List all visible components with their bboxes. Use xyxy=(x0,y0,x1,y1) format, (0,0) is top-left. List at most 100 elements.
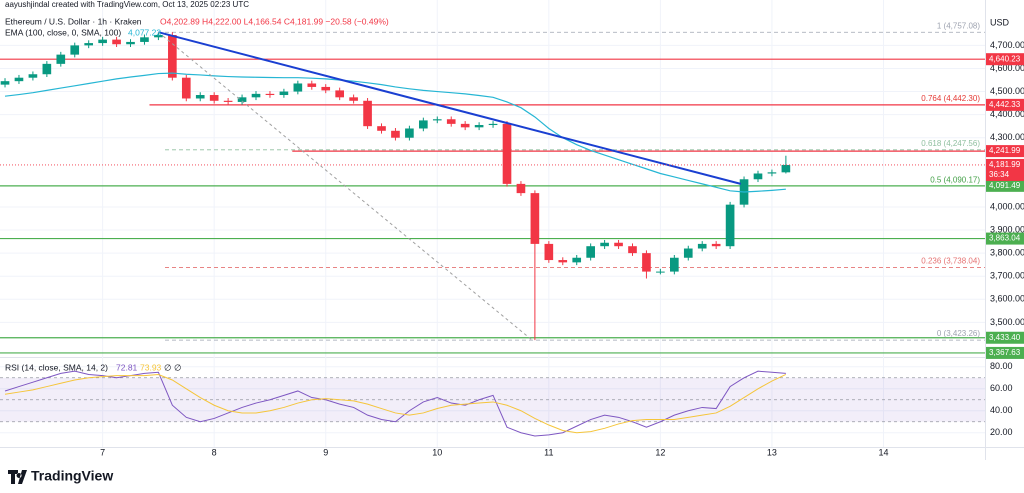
labels: aayushjindal created with TradingView.co… xyxy=(5,0,1024,484)
x-tick-label: 7 xyxy=(100,447,105,457)
candle-body xyxy=(98,39,107,44)
price-tag-label: 4,241.99 xyxy=(989,146,1021,155)
fib-label: 0.618 (4,247.56) xyxy=(921,139,980,148)
candle-body xyxy=(181,77,191,99)
candle-body xyxy=(42,63,52,75)
ema-legend: EMA (100, close, 0, SMA, 100) xyxy=(5,27,121,37)
candle-body xyxy=(168,35,177,78)
candle-body xyxy=(474,125,484,128)
rsi-ma-value: 73.93 xyxy=(140,362,162,372)
rsi-empty: ∅ xyxy=(174,362,182,372)
x-tick-label: 13 xyxy=(767,447,777,457)
candle-body xyxy=(391,130,400,138)
x-tick-label: 11 xyxy=(544,447,553,457)
y-tick-label: 60.00 xyxy=(990,383,1013,393)
y-tick-label: 40.00 xyxy=(990,405,1013,415)
x-tick-label: 12 xyxy=(655,447,665,457)
candle-body xyxy=(28,74,38,78)
candle-body xyxy=(405,128,414,138)
price-tag-label: 3,433.40 xyxy=(989,333,1021,342)
candle-body xyxy=(725,204,735,247)
y-tick-label: 80.00 xyxy=(990,361,1013,371)
logo: TradingView xyxy=(31,468,113,484)
y-tick-label: 3,900.00 xyxy=(990,224,1024,234)
candle-body xyxy=(195,95,205,99)
y-tick-label: 4,500.00 xyxy=(990,86,1024,96)
candle-body xyxy=(321,86,331,91)
price-tag-label: 4,442.33 xyxy=(989,100,1021,109)
logo-icon xyxy=(8,470,27,484)
candle-body xyxy=(530,193,540,244)
candle-body xyxy=(544,243,554,261)
fib-label: 0.5 (4,090.17) xyxy=(930,175,980,184)
candle-body xyxy=(460,123,470,128)
candle-body xyxy=(572,257,582,263)
candle-body xyxy=(377,126,386,131)
candle-body xyxy=(56,54,66,64)
price-pane xyxy=(0,32,791,341)
y-tick-label: 4,700.00 xyxy=(990,40,1024,50)
y-tick-label: 4,000.00 xyxy=(990,201,1024,211)
currency: USD xyxy=(990,17,1010,27)
candle-body xyxy=(209,95,219,101)
y-tick-label: 4,300.00 xyxy=(990,132,1024,142)
candle-body xyxy=(251,93,261,98)
candle-body xyxy=(600,242,609,247)
marks xyxy=(0,31,985,437)
chart-title: Ethereum / U.S. Dollar · 1h · Kraken xyxy=(5,16,142,26)
price-tag xyxy=(986,232,1024,245)
candle-body xyxy=(293,83,303,92)
fib-label: 1 (4,757.08) xyxy=(937,21,980,30)
candle-body xyxy=(84,43,94,46)
y-tick-label: 3,500.00 xyxy=(990,317,1024,327)
candle-body xyxy=(516,183,526,194)
y-tick-label: 3,800.00 xyxy=(990,248,1024,258)
candle-body xyxy=(363,100,372,127)
candle-body xyxy=(0,81,10,85)
price-tag xyxy=(986,331,1024,344)
candle-body xyxy=(307,83,317,87)
price-tag-label: 3,367.63 xyxy=(989,348,1021,357)
candle-body xyxy=(237,97,247,102)
candle-body xyxy=(112,39,121,45)
candle-body xyxy=(446,119,456,124)
watermark: aayushjindal created with TradingView.co… xyxy=(5,0,249,9)
y-tick-label: 3,700.00 xyxy=(990,271,1024,281)
price-tag xyxy=(986,145,1024,158)
candle-body xyxy=(656,271,665,273)
candle-body xyxy=(279,91,289,96)
grid xyxy=(0,0,985,447)
last-price-tag xyxy=(986,158,1024,181)
candle-body xyxy=(683,248,693,258)
candle-body xyxy=(781,164,791,173)
rsi-line xyxy=(4,370,786,437)
price-tag-label: 4,091.49 xyxy=(989,181,1021,190)
candle-body xyxy=(223,100,233,102)
candle-body xyxy=(70,45,80,55)
y-tick-label: 4,600.00 xyxy=(990,63,1024,73)
price-tag-label: 3,863.04 xyxy=(989,234,1021,243)
x-tick-label: 8 xyxy=(212,447,217,457)
candle-body xyxy=(335,90,344,98)
candle-body xyxy=(670,257,679,272)
x-tick-label: 10 xyxy=(432,447,442,457)
candle-body xyxy=(154,35,163,38)
trendline xyxy=(158,31,741,185)
candle-body xyxy=(432,119,442,121)
candle-body xyxy=(767,172,777,174)
candle-body xyxy=(14,77,24,82)
ema-legend-value: 4,077.23 xyxy=(128,27,161,37)
y-tick-label: 3,600.00 xyxy=(990,294,1024,304)
ema-line xyxy=(4,72,786,193)
candle-body xyxy=(628,246,637,254)
rsi-legend: RSI (14, close, SMA, 14, 2) xyxy=(5,362,108,372)
candle-body xyxy=(140,37,149,42)
last-price-label: 4,181.99 xyxy=(989,160,1021,169)
candle-body xyxy=(558,260,568,263)
x-tick-label: 9 xyxy=(323,447,328,457)
candle-body xyxy=(502,123,512,184)
candle-body xyxy=(586,246,595,258)
candle-body xyxy=(614,242,623,247)
candle-body xyxy=(349,97,358,101)
candle-body xyxy=(488,123,498,126)
